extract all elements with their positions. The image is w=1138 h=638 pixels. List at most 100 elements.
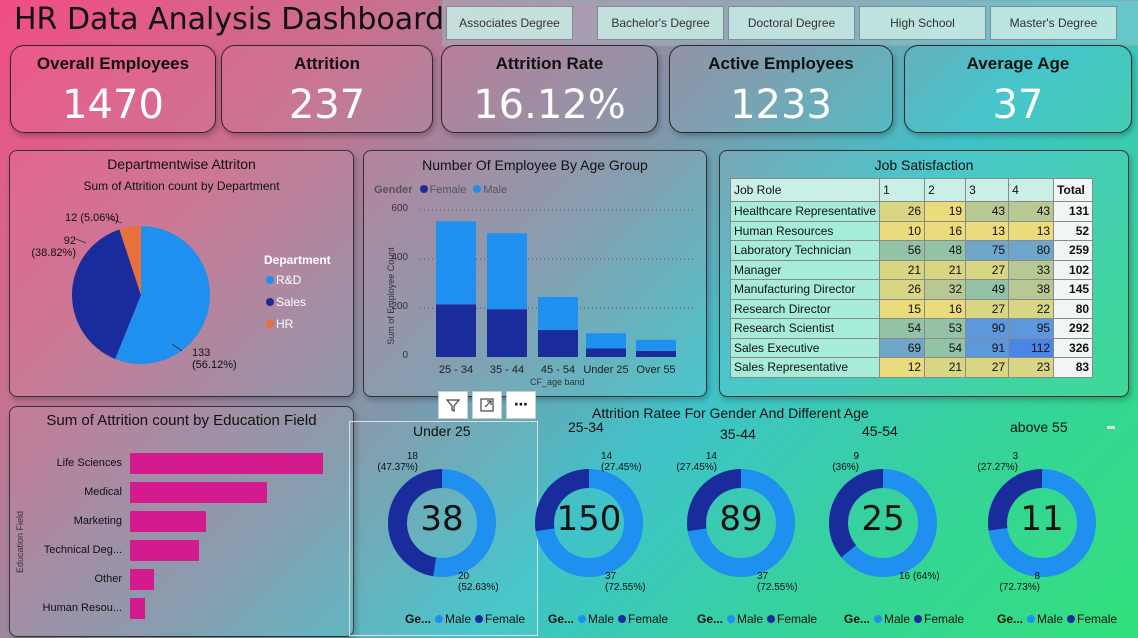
table-row[interactable]: Research Scientist 54 53 90 95 292	[729, 318, 1094, 339]
bar-male[interactable]	[436, 221, 476, 305]
bar-female[interactable]	[487, 309, 527, 357]
donut-chart[interactable]	[972, 453, 1112, 593]
slicer-associates[interactable]: Associates Degree	[446, 6, 573, 40]
bar-female[interactable]	[538, 330, 578, 357]
col-header[interactable]: Job Role	[729, 178, 881, 202]
legend-female[interactable]: Female	[485, 612, 526, 626]
donut-segment-female[interactable]	[687, 469, 742, 532]
legend-female[interactable]: Female	[429, 184, 467, 196]
rating-cell: 53	[924, 318, 967, 339]
total-cell: 326	[1053, 337, 1094, 358]
col-header[interactable]: Total	[1053, 178, 1094, 202]
table-row[interactable]: Manager 21 21 27 33 102	[729, 259, 1094, 280]
legend-female[interactable]: Female	[777, 612, 818, 626]
age-xlabel: CF_age band	[530, 377, 585, 387]
bar-male[interactable]	[487, 233, 527, 310]
legend-dot	[727, 615, 736, 623]
bar-female[interactable]	[436, 304, 476, 357]
edu-bar[interactable]	[130, 540, 200, 561]
legend-prefix: Ge...	[405, 612, 432, 626]
edu-bar[interactable]	[130, 453, 323, 474]
bar-female[interactable]	[586, 348, 626, 357]
donut-label-pct: (47.37%)	[377, 462, 418, 473]
col-header[interactable]: 2	[924, 178, 967, 202]
legend-male[interactable]: Male	[445, 612, 472, 626]
job-role-cell: Manufacturing Director	[729, 279, 881, 300]
table-row[interactable]: Healthcare Representative 26 19 43 43 131	[729, 201, 1094, 222]
legend-female[interactable]: Female	[1077, 612, 1118, 626]
donut-chart[interactable]	[813, 453, 953, 593]
legend-male[interactable]: Male	[884, 612, 911, 626]
slicer-bachelors[interactable]: Bachelor's Degree	[597, 6, 724, 40]
kpi-value: 37	[992, 82, 1044, 128]
pie-slice-hr[interactable]	[119, 226, 141, 295]
rating-cell: 32	[924, 279, 967, 300]
donut-segment-female[interactable]	[535, 469, 590, 532]
donut-label-male: 37 (72.55%)	[757, 571, 817, 593]
legend-hr[interactable]: HR	[262, 317, 293, 331]
donut-segment-female[interactable]	[988, 469, 1043, 531]
table-row[interactable]: Laboratory Technician 56 48 75 80 259	[729, 240, 1094, 261]
edu-bar[interactable]	[130, 511, 206, 532]
table-row[interactable]: Sales Executive 69 54 91 112 326	[729, 337, 1094, 358]
legend-dot	[266, 276, 274, 284]
table-row[interactable]: Research Director 15 16 27 22 80	[729, 298, 1094, 319]
donut-chart[interactable]	[372, 453, 512, 593]
rating-cell: 23	[1008, 357, 1055, 378]
gender-age-title: Attrition Ratee For Gender And Different…	[592, 405, 869, 421]
kpi-value: 16.12%	[473, 82, 626, 128]
col-header[interactable]: 4	[1008, 178, 1055, 202]
more-options-icon[interactable]: ⋯	[506, 391, 536, 419]
selected-visual-frame[interactable]	[349, 421, 538, 636]
kpi-label: Overall Employees	[36, 54, 190, 73]
donut-label-female: 9 (36%)	[803, 451, 859, 473]
pie-slice-rd[interactable]	[115, 226, 210, 364]
x-tick-label: Under 25	[583, 364, 628, 376]
legend-dot	[578, 615, 587, 623]
slicer-masters[interactable]: Master's Degree	[990, 6, 1117, 40]
col-header[interactable]: 3	[965, 178, 1010, 202]
legend-male[interactable]: Male	[737, 612, 764, 626]
legend-male[interactable]: Male	[1037, 612, 1064, 626]
rating-cell: 90	[965, 318, 1010, 339]
filter-icon[interactable]	[438, 391, 468, 419]
legend-rd[interactable]: R&D	[262, 273, 301, 287]
rating-cell: 91	[965, 337, 1010, 358]
legend-sales[interactable]: Sales	[262, 295, 306, 309]
total-cell: 259	[1053, 240, 1094, 261]
bar-male[interactable]	[636, 339, 676, 351]
bar-male[interactable]	[538, 296, 578, 331]
edu-bar[interactable]	[130, 482, 267, 503]
slicer-doctoral[interactable]: Doctoral Degree	[728, 6, 855, 40]
rating-cell: 95	[1008, 318, 1055, 339]
table-row[interactable]: Human Resources 10 16 13 13 52	[729, 220, 1094, 241]
table-row[interactable]: Manufacturing Director 26 32 49 38 145	[729, 279, 1094, 300]
legend-male[interactable]: Male	[588, 612, 615, 626]
table-row[interactable]: Sales Representative 12 21 27 23 83	[729, 357, 1094, 378]
donut-segment-female[interactable]	[829, 469, 884, 558]
dept-chart-title: Departmentwise Attriton	[107, 156, 256, 172]
pie-slice-sales[interactable]	[72, 229, 141, 359]
drag-handle-icon[interactable]	[1107, 426, 1115, 429]
legend-female[interactable]: Female	[924, 612, 965, 626]
focus-mode-icon[interactable]	[472, 391, 502, 419]
total-cell: 145	[1053, 279, 1094, 300]
edu-bar[interactable]	[130, 598, 146, 619]
legend-male[interactable]: Male	[483, 184, 508, 196]
legend-female[interactable]: Female	[628, 612, 669, 626]
total-cell: 52	[1053, 220, 1094, 241]
donut-segment-female[interactable]	[388, 469, 443, 577]
donut-label-count: 14	[705, 451, 717, 462]
rating-cell: 54	[879, 318, 926, 339]
slicer-high-school[interactable]: High School	[859, 6, 986, 40]
job-satisfaction-title: Job Satisfaction	[874, 157, 974, 173]
total-cell: 80	[1053, 298, 1094, 319]
col-header[interactable]: 1	[879, 178, 926, 202]
edu-bar[interactable]	[130, 569, 154, 590]
donut-chart[interactable]	[671, 453, 811, 593]
bar-female[interactable]	[636, 350, 676, 357]
job-role-cell: Sales Executive	[729, 337, 881, 358]
donut-chart[interactable]	[519, 453, 659, 593]
donut-label-count: 8	[1034, 571, 1040, 582]
bar-male[interactable]	[586, 333, 626, 349]
